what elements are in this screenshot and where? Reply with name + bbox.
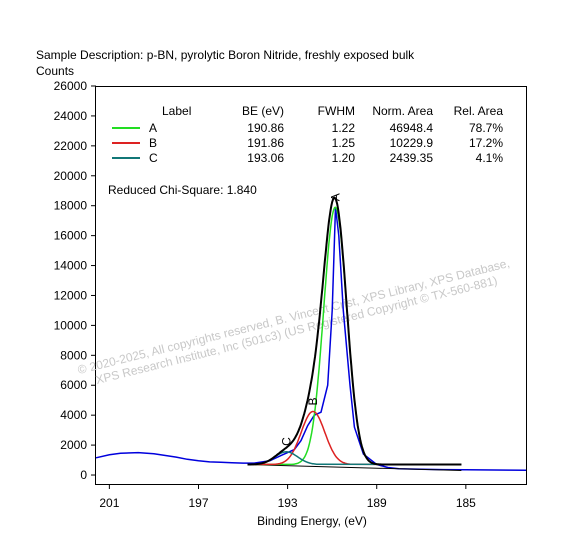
peak-labels: A B C	[279, 193, 342, 446]
y-tick-label: 22000	[54, 139, 88, 153]
table-header-rel-area: Rel. Area	[454, 104, 504, 118]
y-tick-label: 6000	[60, 378, 87, 392]
y-tick-label: 24000	[54, 109, 88, 123]
table-cell-rel-area: 78.7%	[469, 121, 503, 135]
peak-label-b: B	[306, 397, 320, 405]
x-tick-label: 193	[278, 496, 298, 510]
peak-label-c: C	[279, 437, 293, 446]
y-axis-label: Counts	[36, 64, 74, 78]
plot-frame	[95, 86, 527, 485]
table-cell-norm-area: 10229.9	[390, 136, 434, 150]
y-tick-label: 8000	[60, 348, 87, 362]
y-tick-label: 4000	[60, 408, 87, 422]
x-tick-label: 197	[188, 496, 208, 510]
y-tick-label: 26000	[54, 79, 88, 93]
y-tick-label: 14000	[54, 259, 88, 273]
y-tick-label: 10000	[54, 318, 88, 332]
peak-label-a: A	[328, 193, 342, 201]
envelope-curve	[247, 196, 462, 466]
data-line	[95, 207, 527, 471]
table-cell-norm-area: 2439.35	[390, 151, 434, 165]
table-cell-label: A	[149, 121, 157, 135]
y-tick-label: 18000	[54, 199, 88, 213]
watermark-line-2: XPS Research Institute, Inc (501c3) (US …	[94, 273, 499, 387]
table-header-norm-area: Norm. Area	[372, 104, 433, 118]
peak-b-curve	[247, 410, 462, 466]
plot-curves	[95, 196, 527, 472]
copyright-watermark: © 2020-2025, All copyrights reserved, B.…	[76, 256, 511, 387]
y-tick-label: 0	[80, 468, 87, 482]
table-cell-label: C	[149, 151, 158, 165]
watermark-line-1: © 2020-2025, All copyrights reserved, B.…	[76, 256, 511, 377]
table-header-label: Label	[162, 104, 191, 118]
table-header-be: BE (eV)	[242, 104, 284, 118]
table-cell-fwhm: 1.22	[332, 121, 356, 135]
table-cell-norm-area: 46948.4	[390, 121, 434, 135]
table-cell-rel-area: 4.1%	[476, 151, 504, 165]
x-tick-label: 189	[367, 496, 387, 510]
x-axis: 201 197 193 189 185	[99, 484, 476, 510]
chart-title: Sample Description: p-BN, pyrolytic Boro…	[36, 48, 415, 62]
chi-square-label: Reduced Chi-Square: 1.840	[108, 183, 257, 197]
table-cell-be: 191.86	[247, 136, 284, 150]
y-axis: 0 2000 4000 6000 8000 10000 12000 14000 16000 180…	[54, 79, 96, 482]
table-cell-rel-area: 17.2%	[469, 136, 503, 150]
x-axis-label: Binding Energy, (eV)	[257, 514, 367, 528]
table-cell-label: B	[149, 136, 157, 150]
fit-table: Label BE (eV) FWHM Norm. Area Rel. Area …	[112, 104, 503, 165]
y-tick-label: 20000	[54, 169, 88, 183]
table-cell-be: 190.86	[247, 121, 284, 135]
background-line	[247, 464, 462, 472]
y-tick-label: 12000	[54, 288, 88, 302]
x-tick-label: 185	[456, 496, 476, 510]
y-tick-label: 2000	[60, 438, 87, 452]
y-tick-label: 16000	[54, 229, 88, 243]
table-cell-fwhm: 1.25	[332, 136, 356, 150]
x-tick-label: 201	[99, 496, 119, 510]
table-cell-be: 193.06	[247, 151, 284, 165]
table-cell-fwhm: 1.20	[332, 151, 356, 165]
table-header-fwhm: FWHM	[318, 104, 355, 118]
